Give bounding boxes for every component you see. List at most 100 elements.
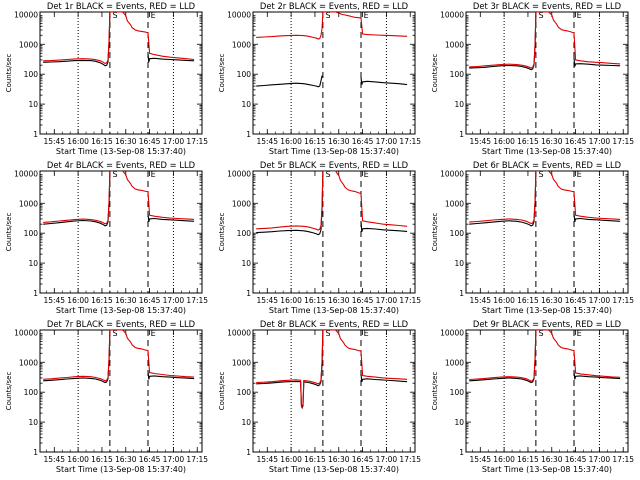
y-tick-label: 1000 — [19, 199, 38, 208]
x-tick-label: 16:45 — [139, 455, 161, 464]
marker-s: S — [112, 11, 117, 20]
x-tick-label: 16:15 — [304, 455, 326, 464]
marker-s: S — [112, 170, 117, 179]
y-tick-label: 1 — [33, 130, 38, 139]
x-tick-label: 16:45 — [352, 296, 374, 305]
x-tick-label: 16:00 — [67, 137, 89, 146]
x-axis-label: Start Time (13-Sep-08 15:37:40) — [482, 465, 612, 474]
y-tick-label: 1000 — [19, 358, 38, 367]
marker-e: E — [364, 11, 369, 20]
x-tick-label: 15:45 — [256, 296, 278, 305]
lld-series-line — [256, 171, 408, 231]
events-series-line — [256, 75, 323, 88]
x-tick-label: 16:00 — [493, 455, 515, 464]
chart-panel-1: Det 1r BLACK = Events, RED = LLD 1 10 100 10… — [5, 1, 208, 156]
y-tick-label: 100 — [450, 70, 465, 79]
series-group — [43, 171, 195, 227]
series-group — [43, 12, 195, 67]
x-tick-label: 15:45 — [469, 137, 491, 146]
x-tick-label: 16:45 — [352, 455, 374, 464]
y-tick-label: 10 — [241, 259, 251, 268]
chart-panel-7: Det 7r BLACK = Events, RED = LLD 1 10 100 10… — [5, 319, 208, 474]
y-tick-label: 1 — [459, 130, 464, 139]
x-axis-label: Start Time (13-Sep-08 15:37:40) — [56, 465, 186, 474]
x-tick-label: 17:00 — [376, 137, 398, 146]
x-tick-label: 17:15 — [399, 455, 421, 464]
chart-panel-3: Det 3r BLACK = Events, RED = LLD 1 10 100 10… — [431, 1, 634, 156]
events-series-line-after — [360, 373, 408, 383]
y-tick-label: 1 — [33, 289, 38, 298]
plot-frame — [252, 170, 416, 294]
x-axis-label: Start Time (13-Sep-08 15:37:40) — [56, 147, 186, 156]
marker-s: S — [325, 329, 330, 338]
events-series-line — [43, 171, 111, 227]
x-tick-label: 17:00 — [163, 455, 185, 464]
x-tick-label: 16:15 — [517, 296, 539, 305]
marker-e: E — [151, 11, 156, 20]
events-series-line — [469, 330, 537, 384]
lld-series-line — [469, 330, 621, 382]
marker-s: S — [538, 329, 543, 338]
series-group — [469, 12, 621, 71]
events-series-line — [469, 171, 537, 227]
y-tick-label: 1000 — [445, 40, 464, 49]
y-axis-label: Counts/sec — [218, 372, 226, 411]
lld-series-line — [469, 171, 621, 225]
lld-series-line — [256, 330, 408, 409]
x-tick-label: 17:15 — [612, 455, 634, 464]
y-tick-label: 1000 — [232, 199, 251, 208]
y-axis-label: Counts/sec — [5, 213, 13, 252]
x-tick-label: 16:30 — [115, 455, 137, 464]
marker-e: E — [577, 11, 582, 20]
y-tick-label: 10 — [28, 259, 38, 268]
chart-panel-5: Det 5r BLACK = Events, RED = LLD 1 10 100 10… — [218, 160, 421, 315]
events-series-line — [256, 171, 324, 236]
events-series-line-after — [573, 57, 621, 67]
y-tick-label: 10000 — [227, 10, 251, 19]
x-tick-label: 17:00 — [589, 296, 611, 305]
lld-series-line — [256, 12, 408, 40]
x-tick-label: 15:45 — [43, 137, 65, 146]
y-tick-label: 10 — [28, 418, 38, 427]
chart-panel-4: Det 4r BLACK = Events, RED = LLD 1 10 100 10… — [5, 160, 208, 315]
x-tick-label: 15:45 — [469, 455, 491, 464]
x-tick-label: 15:45 — [256, 137, 278, 146]
x-tick-label: 17:00 — [589, 455, 611, 464]
x-tick-label: 16:15 — [91, 296, 113, 305]
plot-frame — [39, 170, 203, 294]
lld-series-line — [43, 171, 195, 225]
lld-series-line — [43, 330, 195, 382]
x-tick-label: 16:15 — [304, 137, 326, 146]
x-tick-label: 16:45 — [565, 137, 587, 146]
y-tick-label: 100 — [237, 388, 252, 397]
events-series-line — [469, 12, 537, 71]
y-tick-label: 1000 — [232, 40, 251, 49]
x-tick-label: 16:30 — [541, 296, 563, 305]
series-group — [469, 330, 621, 384]
y-tick-label: 10000 — [227, 328, 251, 337]
marker-s: S — [538, 170, 543, 179]
x-tick-label: 17:00 — [163, 137, 185, 146]
plot-frame — [252, 11, 416, 135]
y-tick-label: 1 — [459, 448, 464, 457]
x-tick-label: 16:15 — [517, 455, 539, 464]
x-tick-label: 16:30 — [115, 137, 137, 146]
x-tick-label: 17:15 — [186, 137, 208, 146]
x-tick-label: 17:15 — [612, 296, 634, 305]
y-tick-label: 10 — [454, 259, 464, 268]
lld-series-line — [43, 12, 195, 65]
y-tick-label: 100 — [24, 229, 39, 238]
events-series-line-after — [360, 77, 408, 86]
y-tick-label: 1 — [246, 448, 251, 457]
x-axis-label: Start Time (13-Sep-08 15:37:40) — [482, 306, 612, 315]
x-tick-label: 16:00 — [493, 296, 515, 305]
x-tick-label: 15:45 — [256, 455, 278, 464]
chart-panel-8: Det 8r BLACK = Events, RED = LLD 1 10 100 10… — [218, 319, 421, 474]
y-tick-label: 10 — [454, 418, 464, 427]
x-tick-label: 16:30 — [115, 296, 137, 305]
marker-e: E — [364, 170, 369, 179]
events-series-line — [43, 330, 111, 384]
chart-title: Det 2r BLACK = Events, RED = LLD — [260, 1, 408, 11]
x-tick-label: 17:15 — [399, 296, 421, 305]
